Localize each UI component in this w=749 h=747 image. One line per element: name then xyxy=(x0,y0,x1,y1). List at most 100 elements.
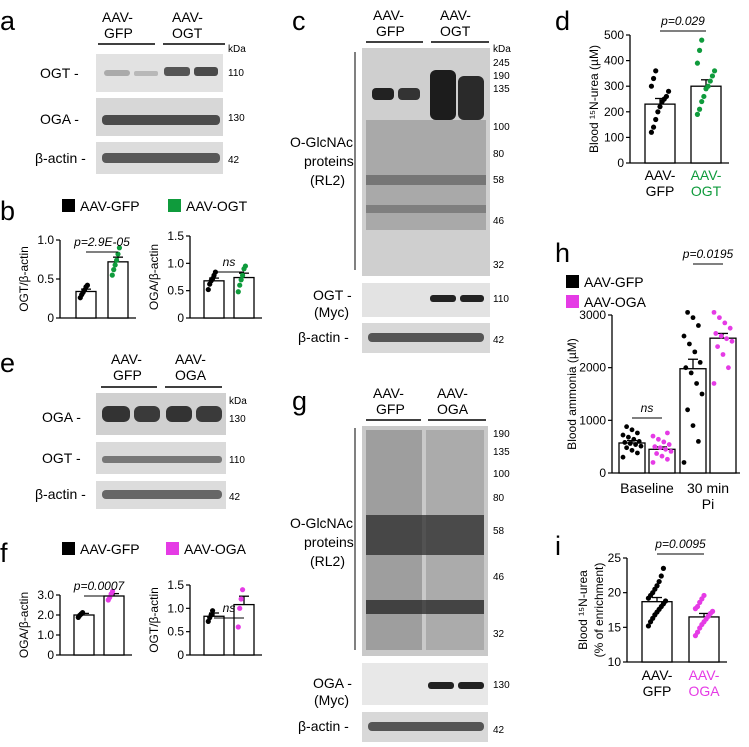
panel-e-blot: AAV- GFP AAV- OGA kDa OGA - OGT - β-acti… xyxy=(35,351,247,509)
data-point xyxy=(624,445,629,451)
e-group-1-line2: GFP xyxy=(113,367,142,383)
y-tick-label: 0 xyxy=(47,648,54,662)
c-kda-label: kDa xyxy=(493,44,511,55)
data-point xyxy=(658,573,664,579)
data-point xyxy=(711,381,717,386)
y-tick-label: 0 xyxy=(599,466,606,480)
c-mw-actin: 42 xyxy=(493,335,505,346)
data-point xyxy=(648,129,655,135)
g-mw-2: 100 xyxy=(493,469,510,480)
chart-h-ammonia: 0 1000 2000 3000 Blood ammonia (µM) Baseline 3… xyxy=(565,247,740,512)
g-row-label-oga: OGA - xyxy=(313,675,352,691)
c-row-label-ogt: OGT - xyxy=(313,287,352,303)
data-point xyxy=(208,612,214,618)
data-point xyxy=(713,331,719,336)
panel-letter-f: f xyxy=(0,538,8,568)
g-group-1-line2: GFP xyxy=(376,401,405,417)
data-point xyxy=(709,608,716,614)
e-group-2-line2: OGA xyxy=(175,367,207,383)
g-mw-4: 58 xyxy=(493,526,505,537)
legend-h-swatch-oga xyxy=(566,295,579,308)
panel-g-blot: AAV- GFP AAV- OGA O-GlcNAc proteins (RL2… xyxy=(290,385,510,742)
panel-letter-e: e xyxy=(0,348,15,378)
significance-label: ns xyxy=(641,401,654,415)
legend-f-oga: AAV-OGA xyxy=(184,541,247,557)
y-tick-label: 15 xyxy=(608,620,622,634)
a-mw-ogt: 110 xyxy=(228,68,244,79)
panel-letter-d: d xyxy=(555,6,570,36)
data-point xyxy=(663,93,670,100)
data-point xyxy=(685,407,690,413)
data-point xyxy=(665,88,672,94)
legend-f-swatch-gfp xyxy=(62,542,75,555)
data-point xyxy=(685,309,690,315)
bar xyxy=(679,368,707,474)
data-point xyxy=(627,441,633,446)
significance-label: p=0.029 xyxy=(660,14,705,28)
data-point xyxy=(648,83,655,89)
y-tick-label: 1.0 xyxy=(37,233,54,247)
y-tick-label: 25 xyxy=(608,551,622,565)
y-tick-label: 0 xyxy=(177,311,184,325)
legend-h-gfp: AAV-GFP xyxy=(584,274,644,290)
g-mw-0: 190 xyxy=(493,429,510,440)
data-point xyxy=(111,267,117,273)
c-main-label-3: (RL2) xyxy=(310,172,345,188)
legend-f: AAV-GFP AAV-OGA xyxy=(62,541,247,557)
significance-label: p=0.0095 xyxy=(654,537,706,551)
c-mw-4: 80 xyxy=(493,149,505,160)
bar xyxy=(233,276,255,319)
data-point xyxy=(663,446,668,452)
data-point xyxy=(624,424,629,430)
x-category-label: AAV- xyxy=(642,667,673,683)
legend-f-swatch-oga xyxy=(166,542,179,555)
e-kda-label: kDa xyxy=(229,396,247,407)
y-tick-label: 1.5 xyxy=(167,229,184,243)
e-mw-ogt: 110 xyxy=(229,455,245,466)
x-category-label: 30 min xyxy=(687,480,729,496)
g-mw-actin: 42 xyxy=(493,725,505,736)
y-tick-label: 1.0 xyxy=(167,256,184,270)
y-tick-label: 10 xyxy=(608,655,622,669)
y-tick-label: 3.0 xyxy=(37,588,54,602)
data-point xyxy=(665,456,670,462)
y-tick-label: 0 xyxy=(47,311,54,325)
panel-letter-g: g xyxy=(292,386,307,416)
e-mw-actin: 42 xyxy=(229,492,241,503)
data-point xyxy=(239,272,246,278)
data-point xyxy=(696,47,703,53)
data-point xyxy=(656,578,662,585)
data-point xyxy=(718,333,724,339)
bar xyxy=(709,337,737,474)
e-row-label-ogt: OGT - xyxy=(42,450,81,466)
x-category-label: Pi xyxy=(702,496,714,512)
e-group-2-line1: AAV- xyxy=(175,351,206,367)
x-category-label: Baseline xyxy=(620,480,674,496)
data-point xyxy=(622,440,628,445)
data-point xyxy=(657,445,663,451)
data-point xyxy=(235,624,241,630)
c-row-sub-myc: (Myc) xyxy=(314,304,349,320)
data-point xyxy=(660,565,667,572)
x-category-label: GFP xyxy=(646,183,675,199)
legend-b: AAV-GFP AAV-OGT xyxy=(62,198,248,214)
data-point xyxy=(635,430,640,436)
data-point xyxy=(657,104,663,110)
data-point xyxy=(699,391,705,397)
data-point xyxy=(115,251,121,257)
y-tick-label: 0.5 xyxy=(167,625,184,639)
panel-letter-b: b xyxy=(0,196,15,226)
legend-swatch-ogt xyxy=(168,199,181,212)
x-category-label: OGT xyxy=(691,183,722,199)
a-row-label-oga: OGA - xyxy=(40,111,79,127)
c-group-1-line1: AAV- xyxy=(373,7,404,23)
c-main-label-1: O-GlcNAc xyxy=(290,134,353,150)
g-mw-5: 46 xyxy=(493,572,505,583)
g-group-2-line1: AAV- xyxy=(437,385,468,401)
c-mw-ogt: 110 xyxy=(493,294,509,305)
x-category-label: AAV- xyxy=(645,167,676,183)
x-category-label: AAV- xyxy=(691,167,722,183)
g-mw-1: 135 xyxy=(493,447,510,458)
data-point xyxy=(726,365,731,371)
data-point xyxy=(238,277,244,283)
